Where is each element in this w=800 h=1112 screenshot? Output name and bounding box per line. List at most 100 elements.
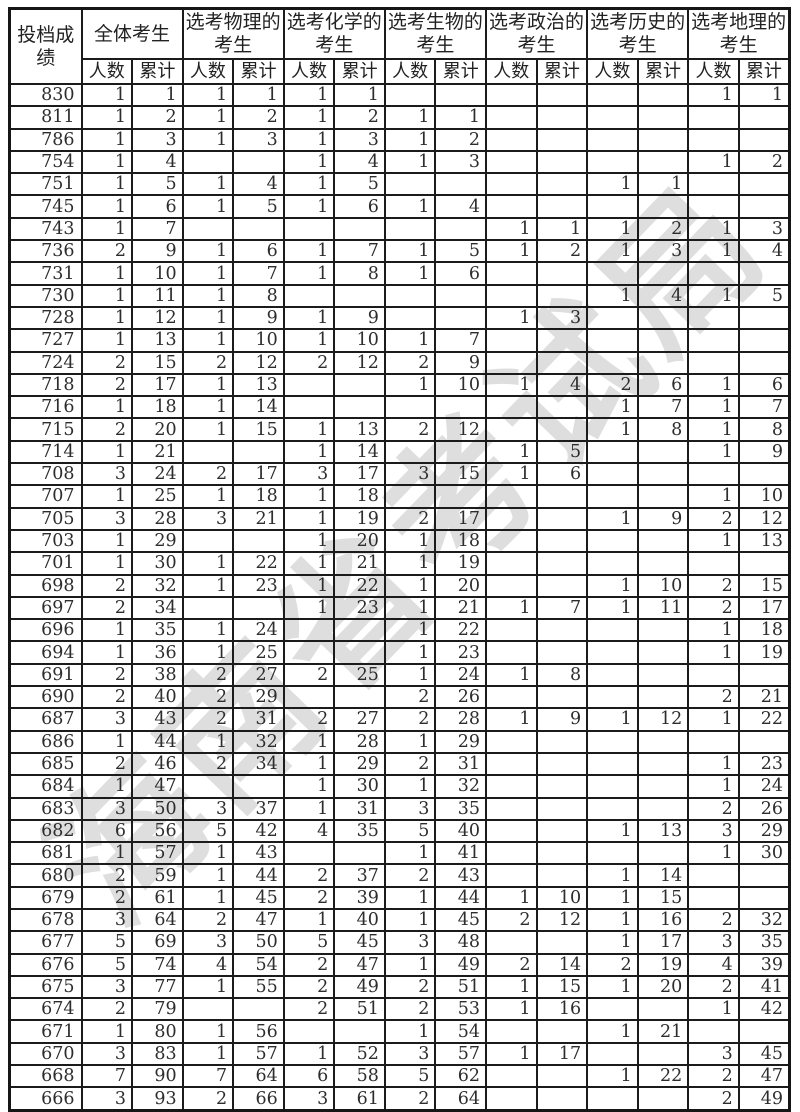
- cumulative-cell: 17: [535, 1041, 589, 1067]
- count-cell: [586, 261, 639, 286]
- score-cell: 694: [8, 640, 83, 665]
- cumulative-cell: 6: [232, 239, 285, 264]
- cumulative-cell: [232, 774, 285, 799]
- table-row: 690 2 40 2 29 2 26 2 21: [8, 685, 791, 710]
- cumulative-cell: [232, 439, 285, 465]
- cumulative-cell: 51: [434, 974, 487, 1000]
- cumulative-cell: [535, 573, 589, 598]
- count-cell: 1: [80, 328, 134, 353]
- group-header: 选考政治的 考生: [484, 7, 589, 60]
- cumulative-cell: 11: [131, 283, 184, 308]
- table-row: 743 1 7 1 1 1 2 1 3: [8, 216, 791, 242]
- cumulative-cell: 10: [737, 484, 791, 509]
- cumulative-cell: 6: [333, 194, 386, 219]
- count-cell: [383, 172, 437, 197]
- cumulative-cell: 32: [434, 774, 487, 799]
- table-row: 703 1 29 1 20 1 18 1 13: [8, 528, 791, 554]
- cumulative-cell: 27: [333, 707, 386, 732]
- count-cell: [485, 841, 538, 866]
- count-cell: 1: [181, 82, 235, 108]
- count-cell: 1: [586, 595, 639, 621]
- cumulative-sub-header: 累计: [636, 58, 690, 85]
- cumulative-cell: 28: [434, 707, 487, 732]
- cumulative-cell: 49: [333, 974, 386, 1000]
- count-cell: 1: [383, 841, 437, 866]
- count-cell: 2: [687, 573, 740, 598]
- count-cell: 1: [282, 729, 336, 754]
- count-cell: 1: [687, 283, 740, 308]
- count-cell: 1: [282, 506, 336, 531]
- cumulative-cell: 64: [434, 1086, 487, 1112]
- count-cell: [586, 685, 639, 710]
- cumulative-cell: 3: [636, 239, 690, 264]
- cumulative-cell: 24: [737, 774, 791, 799]
- count-cell: [181, 149, 235, 175]
- cumulative-cell: 39: [333, 885, 386, 910]
- count-cell: 1: [80, 305, 134, 331]
- count-cell: 3: [282, 1086, 336, 1112]
- count-sub-header: 人数: [383, 58, 437, 85]
- count-cell: 1: [485, 1041, 538, 1067]
- cumulative-cell: 21: [636, 1019, 690, 1044]
- count-cell: 1: [485, 595, 538, 621]
- cumulative-cell: 13: [131, 328, 184, 353]
- count-cell: 3: [80, 974, 134, 1000]
- cumulative-cell: 7: [131, 216, 184, 242]
- cumulative-cell: 12: [737, 506, 791, 531]
- count-cell: 2: [80, 595, 134, 621]
- cumulative-cell: 34: [232, 751, 285, 777]
- count-cell: [181, 997, 235, 1022]
- count-cell: 1: [383, 149, 437, 175]
- cumulative-cell: [333, 395, 386, 420]
- cumulative-cell: 31: [333, 796, 386, 821]
- count-cell: 2: [383, 997, 437, 1022]
- cumulative-cell: [636, 528, 690, 554]
- count-cell: 1: [383, 885, 437, 910]
- cumulative-cell: 3: [737, 216, 791, 242]
- count-cell: 1: [181, 974, 235, 1000]
- cumulative-cell: [333, 1019, 386, 1044]
- cumulative-cell: [636, 484, 690, 509]
- cumulative-cell: 45: [333, 930, 386, 955]
- cumulative-cell: 6: [434, 261, 487, 286]
- count-cell: 1: [282, 328, 336, 353]
- count-cell: 1: [485, 239, 538, 264]
- table-row: 786 1 3 1 3 1 3 1 2: [8, 127, 791, 152]
- count-cell: 1: [383, 595, 437, 621]
- count-cell: 1: [80, 149, 134, 175]
- cumulative-cell: 31: [232, 707, 285, 732]
- cumulative-cell: 28: [131, 506, 184, 531]
- cumulative-cell: 64: [131, 907, 184, 933]
- cumulative-cell: 12: [131, 305, 184, 331]
- count-cell: 4: [282, 818, 336, 844]
- cumulative-cell: [636, 149, 690, 175]
- cumulative-cell: 45: [737, 1041, 791, 1067]
- cumulative-cell: [737, 105, 791, 130]
- count-cell: 1: [282, 82, 336, 108]
- count-sub-header: 人数: [80, 58, 134, 85]
- cumulative-cell: 47: [131, 774, 184, 799]
- count-cell: 1: [485, 707, 538, 732]
- cumulative-cell: [636, 462, 690, 487]
- cumulative-cell: 10: [232, 328, 285, 353]
- count-cell: 1: [383, 328, 437, 353]
- score-cell: 696: [8, 618, 83, 643]
- cumulative-cell: 7: [333, 239, 386, 264]
- cumulative-cell: 26: [434, 685, 487, 710]
- cumulative-cell: [636, 439, 690, 465]
- table-row: 728 1 12 1 9 1 9 1 3: [8, 305, 791, 331]
- count-cell: 2: [80, 350, 134, 375]
- cumulative-cell: [636, 796, 690, 821]
- count-sub-header: 人数: [282, 58, 336, 85]
- count-cell: 1: [485, 662, 538, 688]
- table-row: 751 1 5 1 4 1 5 1 1: [8, 172, 791, 197]
- cumulative-cell: [636, 729, 690, 754]
- cumulative-cell: [333, 841, 386, 866]
- count-cell: 1: [282, 484, 336, 509]
- table-row: 714 1 21 1 14 1 5 1 9: [8, 439, 791, 465]
- count-cell: 1: [181, 551, 235, 576]
- count-cell: 3: [181, 796, 235, 821]
- table-row: 715 2 20 1 15 1 13 2 12 1 8 1 8: [8, 417, 791, 442]
- count-cell: 1: [586, 417, 639, 442]
- cumulative-cell: 50: [131, 796, 184, 821]
